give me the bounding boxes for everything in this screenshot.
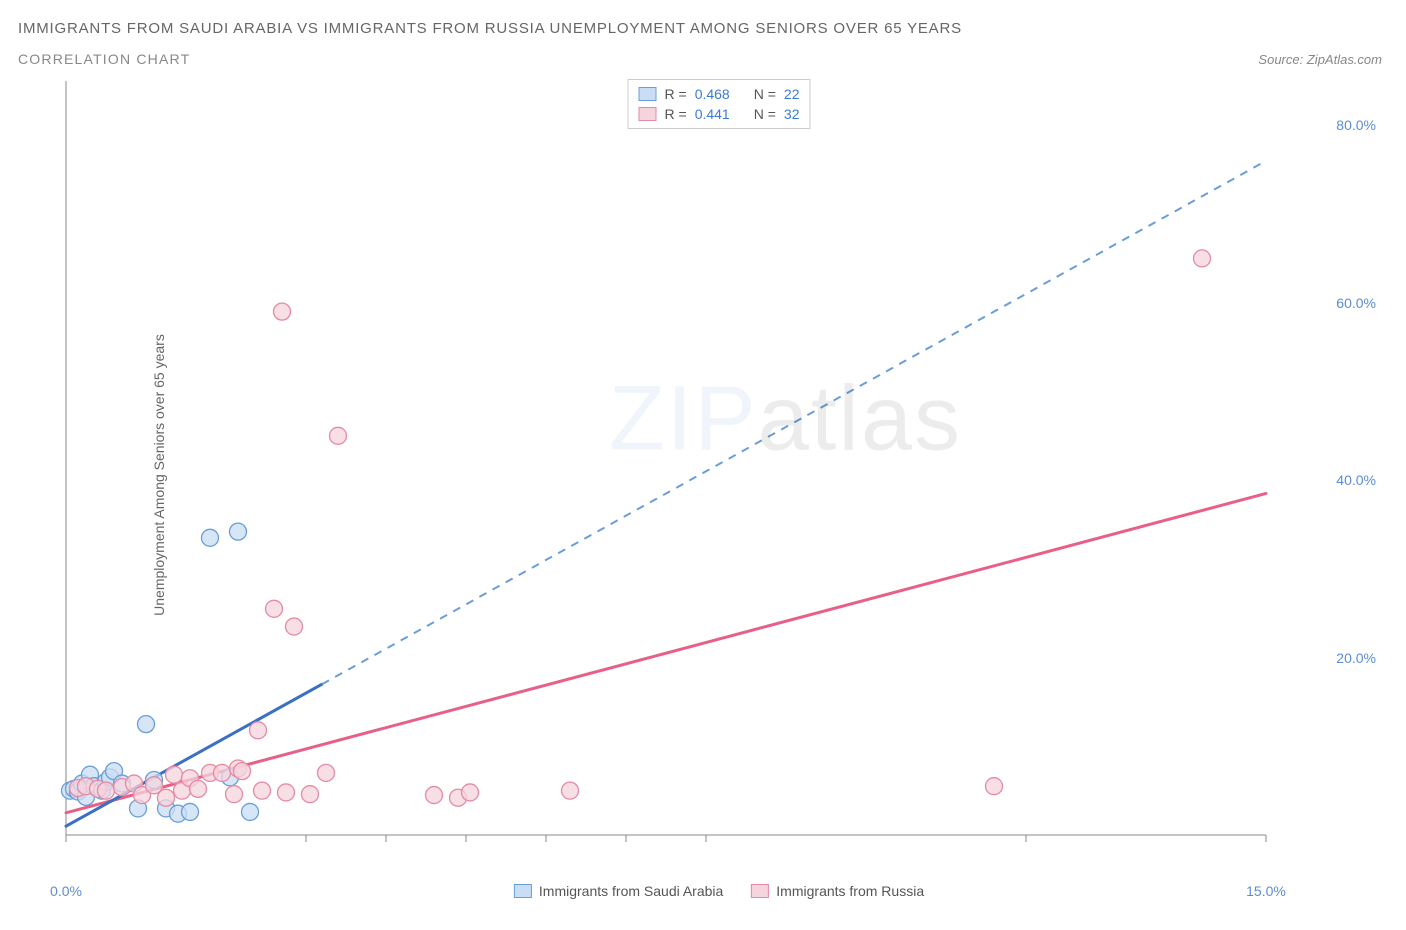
- source-attribution: Source: ZipAtlas.com: [1258, 52, 1382, 67]
- correlation-chart: Unemployment Among Seniors over 65 years…: [56, 75, 1382, 875]
- r-label: R =: [665, 106, 687, 122]
- subtitle: CORRELATION CHART: [18, 51, 190, 67]
- legend-stats-row-saudi: R = 0.468 N = 22: [639, 84, 800, 104]
- legend-series: Immigrants from Saudi Arabia Immigrants …: [514, 883, 924, 899]
- legend-item-saudi: Immigrants from Saudi Arabia: [514, 883, 723, 899]
- x-tick-label: 0.0%: [50, 883, 82, 899]
- legend-label-saudi: Immigrants from Saudi Arabia: [539, 883, 723, 899]
- r-value-russia: 0.441: [695, 106, 730, 122]
- source-label: Source:: [1258, 52, 1303, 67]
- legend-swatch-russia: [639, 107, 657, 121]
- y-tick-label: 60.0%: [1336, 295, 1376, 311]
- legend-swatch-russia: [751, 884, 769, 898]
- n-value-russia: 32: [784, 106, 800, 122]
- legend-label-russia: Immigrants from Russia: [776, 883, 924, 899]
- y-tick-label: 40.0%: [1336, 472, 1376, 488]
- header: IMMIGRANTS FROM SAUDI ARABIA VS IMMIGRAN…: [0, 0, 1406, 67]
- chart-svg: [56, 75, 1326, 845]
- legend-item-russia: Immigrants from Russia: [751, 883, 924, 899]
- y-tick-label: 20.0%: [1336, 650, 1376, 666]
- subtitle-row: CORRELATION CHART Source: ZipAtlas.com: [18, 51, 1382, 67]
- r-label: R =: [665, 86, 687, 102]
- legend-stats: R = 0.468 N = 22 R = 0.441 N = 32: [628, 79, 811, 129]
- n-label: N =: [754, 106, 776, 122]
- legend-swatch-saudi: [639, 87, 657, 101]
- page-title: IMMIGRANTS FROM SAUDI ARABIA VS IMMIGRAN…: [18, 20, 1382, 37]
- x-tick-label: 15.0%: [1246, 883, 1286, 899]
- r-value-saudi: 0.468: [695, 86, 730, 102]
- legend-swatch-saudi: [514, 884, 532, 898]
- legend-stats-row-russia: R = 0.441 N = 32: [639, 104, 800, 124]
- n-label: N =: [754, 86, 776, 102]
- n-value-saudi: 22: [784, 86, 800, 102]
- source-name: ZipAtlas.com: [1307, 52, 1382, 67]
- y-tick-label: 80.0%: [1336, 117, 1376, 133]
